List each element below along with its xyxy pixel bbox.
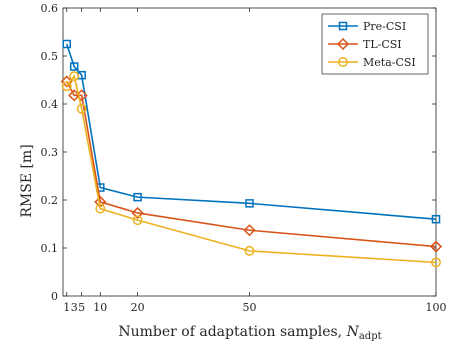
data-point-meta-csi xyxy=(132,215,143,226)
data-point-meta-csi xyxy=(76,103,87,114)
data-point-meta-csi xyxy=(95,203,106,214)
series-line-tl-csi xyxy=(66,81,437,248)
x-tick-label: 100 xyxy=(426,301,447,314)
data-point-pre-csi xyxy=(62,39,71,49)
y-axis-label: RMSE [m] xyxy=(19,144,35,217)
y-tick-label: 0.3 xyxy=(41,146,59,159)
series-meta-csi xyxy=(61,71,441,268)
axes: 0 0.1 0.2 0.3 0.4 0.5 0.6 1 3 5 10 20 50 100 xyxy=(41,2,447,314)
x-axis-label: Number of adaptation samples, Nadpt xyxy=(118,324,381,342)
series-layer xyxy=(60,39,443,268)
y-tick-label: 0.5 xyxy=(41,50,59,63)
legend-item-tl-csi: TL-CSI xyxy=(328,37,402,51)
data-point-pre-csi xyxy=(431,214,441,224)
data-point-meta-csi xyxy=(244,245,255,256)
legend-item-meta-csi: Meta-CSI xyxy=(328,56,416,69)
legend: Pre-CSI TL-CSI Meta-CSI xyxy=(321,13,429,75)
legend-label-pre-csi: Pre-CSI xyxy=(363,20,406,33)
series-line-pre-csi xyxy=(65,43,437,220)
legend-item-pre-csi: Pre-CSI xyxy=(328,20,406,33)
data-point-meta-csi xyxy=(61,81,72,92)
series-line-meta-csi xyxy=(66,74,437,264)
legend-label-meta-csi: Meta-CSI xyxy=(363,56,416,69)
x-tick-label: 5 xyxy=(78,301,85,314)
legend-marker-meta-csi xyxy=(338,57,348,67)
data-point-pre-csi xyxy=(245,199,254,208)
y-tick-label: 0.4 xyxy=(41,98,59,111)
data-point-pre-csi xyxy=(69,62,79,71)
x-tick-label: 10 xyxy=(93,301,107,314)
y-tick-label: 0 xyxy=(51,290,58,303)
legend-marker-pre-csi xyxy=(338,21,348,31)
legend-marker-tl-csi xyxy=(336,37,350,51)
x-tick-label: 50 xyxy=(243,301,257,314)
data-point-tl-csi xyxy=(429,240,443,253)
data-point-meta-csi xyxy=(431,257,441,268)
y-tick-label: 0.1 xyxy=(41,242,59,255)
data-point-tl-csi xyxy=(131,206,144,220)
series-tl-csi xyxy=(60,75,443,253)
x-axis-label-symbol: N xyxy=(346,324,360,340)
data-point-tl-csi xyxy=(60,75,73,88)
legend-label-tl-csi: TL-CSI xyxy=(363,38,402,51)
x-axis-label-text: Number of adaptation samples, xyxy=(118,324,346,340)
data-point-meta-csi xyxy=(69,71,80,82)
y-tick-label: 0.2 xyxy=(41,194,59,207)
y-tick-label: 0.6 xyxy=(41,2,59,15)
x-tick-label: 3 xyxy=(71,301,78,314)
data-point-tl-csi xyxy=(243,224,256,237)
x-tick-label: 20 xyxy=(131,301,145,314)
data-point-pre-csi xyxy=(133,192,142,202)
x-axis-label-subscript: adpt xyxy=(359,331,382,342)
x-tick-label: 1 xyxy=(63,301,70,314)
